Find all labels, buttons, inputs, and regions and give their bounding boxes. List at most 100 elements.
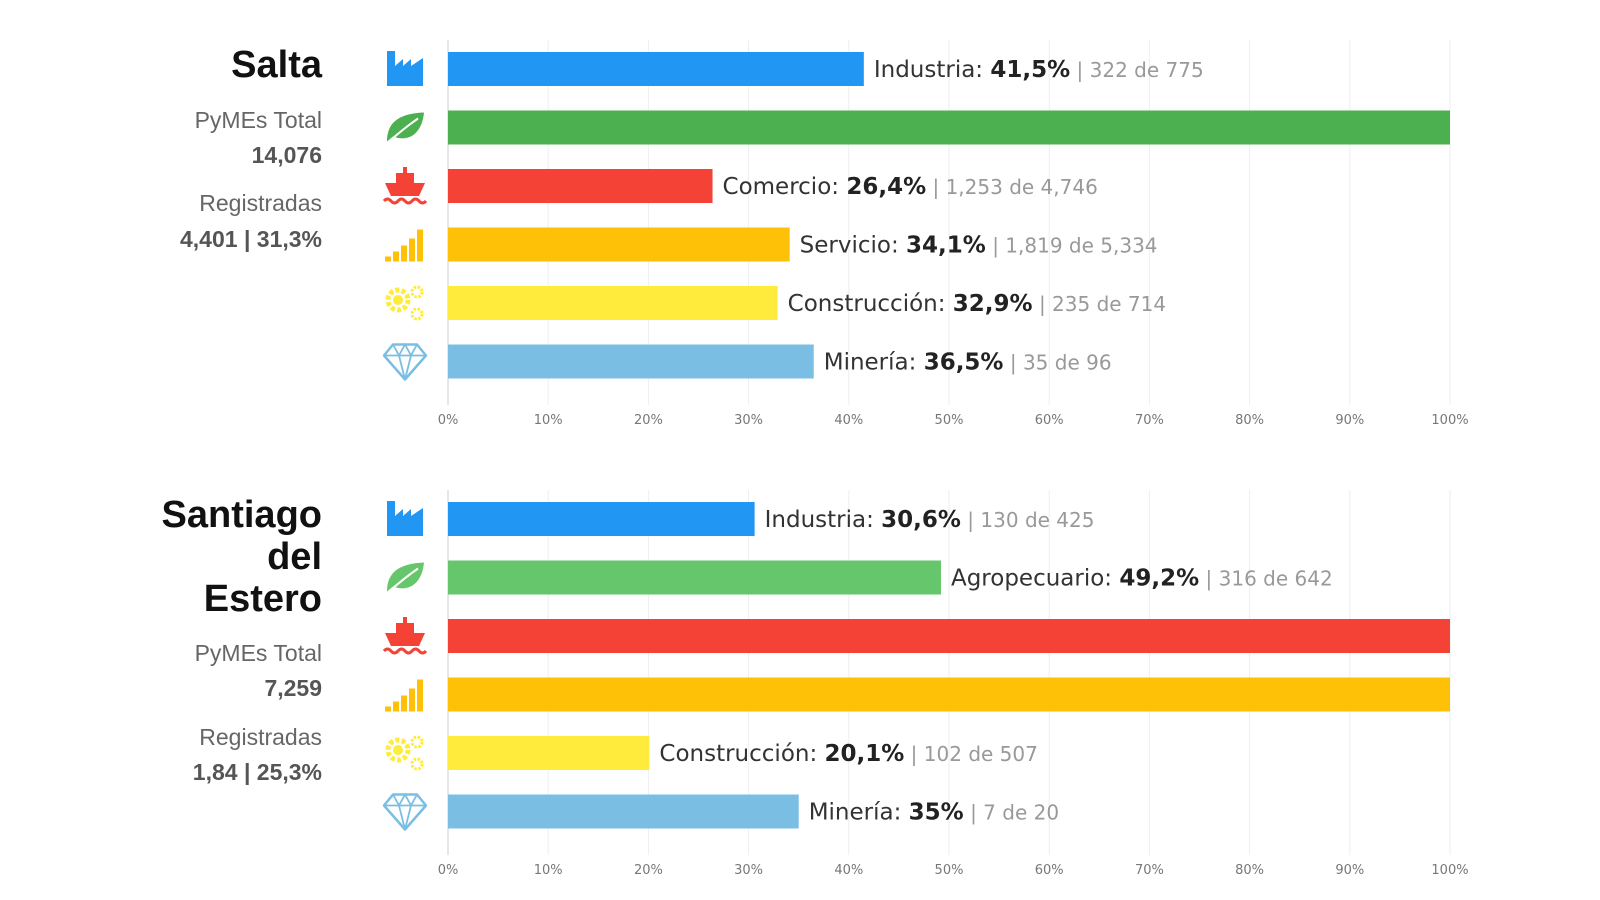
bar-label: Minería: 35% | 7 de 20 — [809, 800, 1059, 826]
bar — [448, 110, 1450, 145]
bar-percent: 34,1% — [906, 233, 986, 259]
bar-row: Minería: 35% | 7 de 20 — [382, 792, 1059, 831]
bar-row: Industria: 30,6% | 130 de 425 — [387, 501, 1094, 536]
bar — [448, 619, 1450, 653]
bar — [448, 286, 778, 320]
bar — [448, 169, 713, 203]
pymes-total-value: 7,259 — [264, 675, 322, 701]
bar-row: Agropecuario: 49,2% | 316 de 642 — [387, 560, 1333, 595]
factory-icon — [387, 51, 423, 86]
bar-row: Comercio: 26,4% | 1,253 de 4,746 — [382, 167, 1098, 205]
bar-row: Servicio: 34,1% | 1,819 de 5,334 — [385, 227, 1158, 262]
bar — [448, 736, 650, 770]
tick-label: 100% — [1431, 413, 1468, 428]
tick-label: 40% — [834, 413, 863, 428]
pymes-total-label: PyMEs Total — [194, 640, 322, 666]
bar-percent: 32,9% — [953, 291, 1033, 317]
province-panel-salta: Salta PyMEs Total 14,076 Registradas 4,4… — [180, 40, 1469, 428]
ship-icon — [382, 617, 428, 655]
bar-percent: 49,2% — [1119, 566, 1199, 592]
tick-label: 60% — [1035, 863, 1064, 878]
bar-category: Servicio: — [800, 233, 906, 259]
bar-label: Servicio: 34,1% | 1,819 de 5,334 — [800, 233, 1158, 259]
bar — [448, 677, 1450, 712]
x-axis: 0% 10% 20% 30% 40% 50% 60% 70% 80% 90% 100% — [438, 413, 1469, 428]
bar-label: Construcción: 32,9% | 235 de 714 — [788, 291, 1166, 317]
tick-label: 50% — [935, 863, 964, 878]
bar-detail: | 1,253 de 4,746 — [926, 175, 1098, 199]
bar-category: Industria: — [765, 507, 882, 533]
leaf-icon — [387, 562, 424, 593]
province-title-line-2: del — [267, 536, 322, 578]
bar-percent: 35% — [909, 800, 964, 826]
santiago-bar-chart: Industria: 30,6% | 130 de 425 Agropecuari… — [382, 490, 1469, 878]
tick-label: 10% — [534, 863, 563, 878]
salta-bar-chart: Industria: 41,5% | 322 de 775 Comercio: 2… — [382, 40, 1469, 428]
tick-label: 20% — [634, 863, 663, 878]
bar — [448, 344, 814, 379]
bar-label: Minería: 36,5% | 35 de 96 — [824, 350, 1112, 376]
gridlines — [447, 40, 1451, 405]
bar — [448, 560, 941, 595]
bar-label: Industria: 41,5% | 322 de 775 — [874, 57, 1204, 83]
signal-bars-icon — [385, 679, 423, 712]
bar-detail: | 1,819 de 5,334 — [986, 234, 1158, 258]
registradas-label: Registradas — [199, 724, 322, 750]
province-title-line-3: Estero — [203, 578, 322, 620]
registradas-value: 4,401 | 31,3% — [180, 226, 322, 252]
tick-label: 60% — [1035, 413, 1064, 428]
tick-label: 40% — [834, 863, 863, 878]
bar-row: Construcción: 20,1% | 102 de 507 — [385, 735, 1038, 771]
tick-label: 30% — [734, 863, 763, 878]
bar-category: Minería: — [824, 350, 924, 376]
bar-row — [385, 677, 1450, 712]
bar-detail: | 316 de 642 — [1199, 567, 1333, 591]
registradas-value: 1,84 | 25,3% — [192, 759, 322, 785]
registradas-label: Registradas — [199, 190, 322, 216]
bar-row: Minería: 36,5% | 35 de 96 — [382, 342, 1112, 381]
bar-label: Industria: 30,6% | 130 de 425 — [765, 507, 1095, 533]
bar-label: Construcción: 20,1% | 102 de 507 — [659, 741, 1037, 767]
bar-detail: | 130 de 425 — [961, 508, 1095, 532]
bar-percent: 36,5% — [924, 350, 1004, 376]
province-title-line-1: Santiago — [161, 494, 322, 536]
bar-detail: | 102 de 507 — [904, 742, 1038, 766]
pymes-total-value: 14,076 — [251, 142, 322, 168]
province-title: Salta — [231, 44, 322, 86]
bar-row: Industria: 41,5% | 322 de 775 — [387, 51, 1204, 86]
gears-icon — [385, 735, 424, 771]
bar-percent: 26,4% — [846, 174, 926, 200]
bar-category: Minería: — [809, 800, 909, 826]
bar-category: Construcción: — [659, 741, 824, 767]
province-panel-santiago-del-estero: Santiago del Estero PyMEs Total 7,259 Re… — [0, 450, 1600, 900]
diamond-icon — [382, 792, 428, 831]
leaf-icon — [387, 112, 424, 143]
bar-detail: | 235 de 714 — [1033, 292, 1167, 316]
bar — [448, 502, 755, 536]
bar-category: Industria: — [874, 57, 991, 83]
bar-percent: 41,5% — [990, 57, 1070, 83]
tick-label: 80% — [1235, 413, 1264, 428]
bar — [448, 794, 799, 829]
bar-label: Agropecuario: 49,2% | 316 de 642 — [951, 566, 1333, 592]
tick-label: 80% — [1235, 863, 1264, 878]
tick-label: 30% — [734, 413, 763, 428]
bar — [448, 52, 864, 86]
bar-category: Construcción: — [788, 291, 953, 317]
bar-row — [387, 110, 1450, 145]
tick-label: 100% — [1431, 863, 1468, 878]
tick-label: 50% — [935, 413, 964, 428]
bar-percent: 30,6% — [881, 507, 961, 533]
tick-label: 90% — [1335, 413, 1364, 428]
tick-label: 10% — [534, 413, 563, 428]
bar-percent: 20,1% — [825, 741, 905, 767]
bar-row — [382, 617, 1450, 655]
ship-icon — [382, 167, 428, 205]
bar-detail: | 35 de 96 — [1003, 351, 1111, 375]
gridlines — [447, 490, 1451, 855]
tick-label: 70% — [1135, 413, 1164, 428]
diamond-icon — [382, 342, 428, 381]
tick-label: 20% — [634, 413, 663, 428]
bar-label: Comercio: 26,4% | 1,253 de 4,746 — [723, 174, 1098, 200]
x-axis: 0% 10% 20% 30% 40% 50% 60% 70% 80% 90% 100% — [438, 863, 1469, 878]
